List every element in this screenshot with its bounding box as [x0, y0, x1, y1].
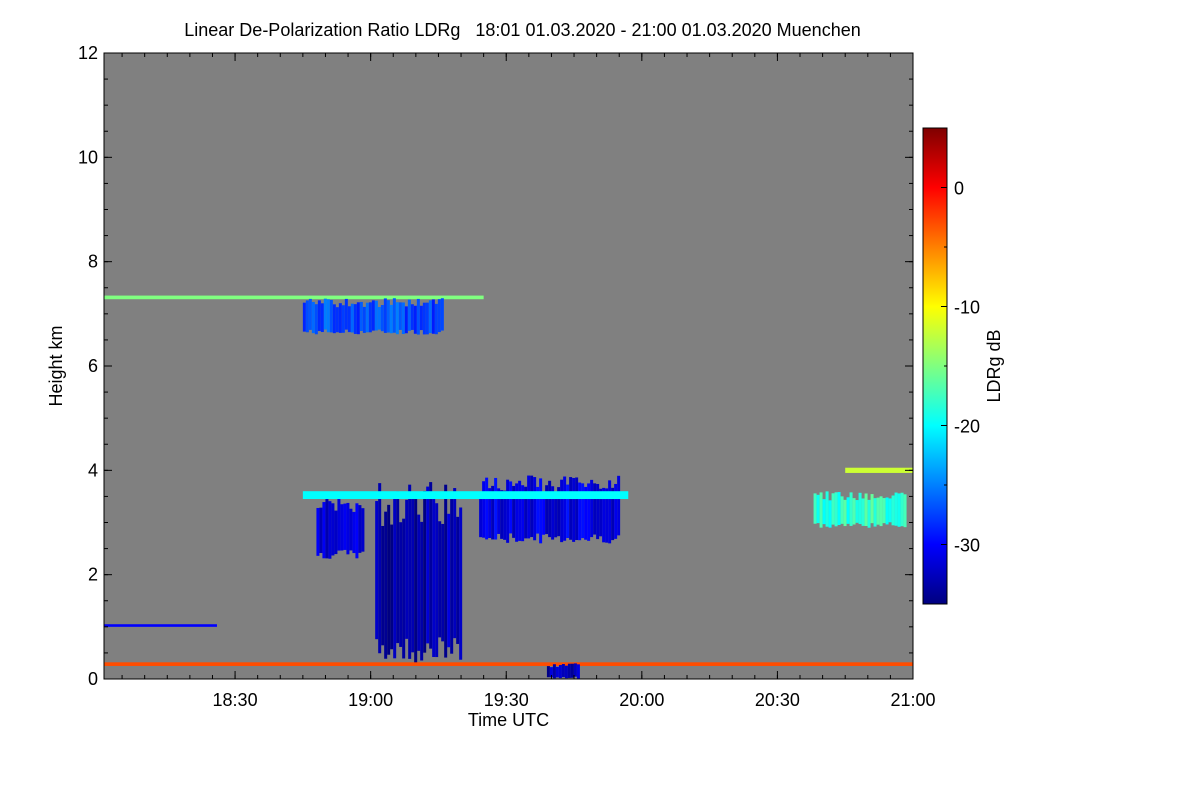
plot-background: [104, 53, 913, 679]
y-tick-label: 2: [88, 565, 98, 585]
chart-title: Linear De-Polarization Ratio LDRg 18:01 …: [184, 20, 861, 40]
feature-main-precip-shaft: [375, 482, 463, 663]
colorbar-tick-label: 0: [954, 179, 964, 199]
colorbar-label: LDRg dB: [984, 329, 1004, 402]
colorbar: [922, 127, 948, 605]
y-tick-label: 0: [88, 669, 98, 689]
feature-mid-cloud-top-edge: [302, 491, 629, 500]
y-tick-label: 8: [88, 252, 98, 272]
feature-surface-layer: [104, 662, 913, 666]
colorbar-tick-label: -10: [954, 298, 980, 318]
colorbar-tick-label: -20: [954, 417, 980, 437]
feature-ground-echo-blob: [546, 663, 580, 679]
y-tick-label: 6: [88, 356, 98, 376]
feature-cirrus-fallstreaks: [302, 298, 444, 335]
x-tick-label: 20:00: [619, 690, 664, 710]
x-tick-label: 18:30: [213, 690, 258, 710]
feature-low-cloud-base-1km: [104, 624, 217, 627]
y-tick-label: 12: [78, 43, 98, 63]
feature-mid-cloud-right: [479, 475, 621, 544]
x-tick-label: 21:00: [890, 690, 935, 710]
x-axis-title: Time UTC: [468, 710, 549, 730]
x-tick-label: 19:00: [348, 690, 393, 710]
feature-late-cloud-4km: [845, 467, 913, 473]
colorbar-tick-label: -30: [954, 536, 980, 556]
feature-late-cloud-3km: [813, 491, 907, 528]
y-tick-label: 10: [78, 147, 98, 167]
x-tick-label: 20:30: [755, 690, 800, 710]
y-axis-title: Height km: [46, 325, 66, 406]
x-tick-label: 19:30: [484, 690, 529, 710]
feature-mid-cloud-left: [316, 497, 365, 559]
y-tick-label: 4: [88, 460, 98, 480]
feature-cloud-layer-7km: [104, 295, 484, 300]
